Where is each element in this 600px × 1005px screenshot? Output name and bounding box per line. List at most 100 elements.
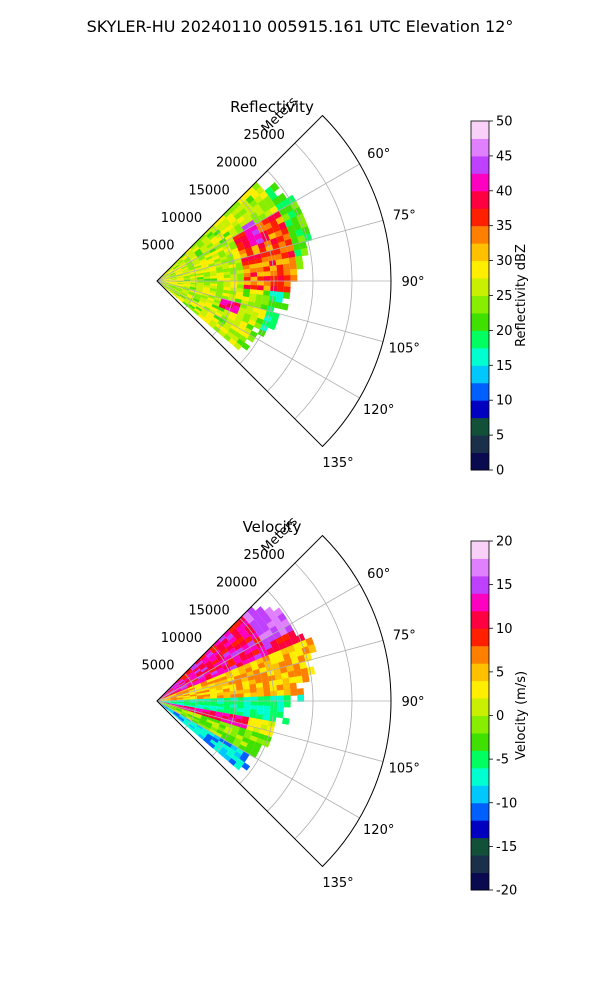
colorbar-tick-label: 5 xyxy=(496,429,504,444)
r-tick-label: 10000 xyxy=(161,631,202,646)
colorbar-segment xyxy=(471,750,489,768)
radar-panel-velocity: Velocity50001000015000200002500060°75°90… xyxy=(141,514,529,898)
colorbar-segment xyxy=(471,646,489,664)
theta-tick-label: 75° xyxy=(393,629,416,644)
colorbar-segment xyxy=(471,873,489,891)
radar-cell xyxy=(250,272,257,277)
radar-cell xyxy=(281,303,289,311)
colorbar-segment xyxy=(471,418,489,436)
radar-cell xyxy=(276,711,283,718)
theta-tick-label: 105° xyxy=(389,341,420,356)
colorbar-tick-label: 15 xyxy=(496,578,513,593)
colorbar-segment xyxy=(471,383,489,401)
colorbar-segment xyxy=(471,716,489,734)
theta-tick-label: 120° xyxy=(363,403,394,418)
r-tick-label: 5000 xyxy=(141,238,174,253)
radar-cell xyxy=(244,693,251,698)
radar-cell xyxy=(257,692,264,697)
colorbar-segment xyxy=(471,803,489,821)
radar-cell xyxy=(297,688,304,695)
colorbar-tick-label: 10 xyxy=(496,394,513,409)
radar-field xyxy=(157,182,312,351)
radar-cell xyxy=(250,692,257,697)
radar-panels: Reflectivity50001000015000200002500060°7… xyxy=(141,94,529,898)
r-tick-label: 10000 xyxy=(161,211,202,226)
colorbar-label: Velocity (m/s) xyxy=(514,671,529,760)
radar-cell xyxy=(284,701,291,708)
colorbar-tick-label: 30 xyxy=(496,254,513,269)
radar-cell xyxy=(284,689,291,696)
theta-tick-label: 135° xyxy=(322,456,353,471)
colorbar-segment xyxy=(471,733,489,751)
colorbar-label: Reflectivity dBZ xyxy=(514,244,529,347)
radar-cell xyxy=(284,281,291,288)
colorbar-segment xyxy=(471,243,489,261)
colorbar-segment xyxy=(471,296,489,314)
colorbar-segment xyxy=(471,173,489,191)
theta-tick-label: 135° xyxy=(322,876,353,891)
figure-title: SKYLER-HU 20240110 005915.161 UTC Elevat… xyxy=(87,17,514,36)
colorbar-segment xyxy=(471,628,489,646)
colorbar-segment xyxy=(471,138,489,156)
radar-cell xyxy=(277,690,284,696)
radar-cell xyxy=(264,271,271,277)
theta-tick-label: 60° xyxy=(367,567,390,582)
colorbar-tick-label: -5 xyxy=(496,753,509,768)
r-tick-label: 20000 xyxy=(216,156,257,171)
radar-cell xyxy=(244,273,251,278)
colorbar-tick-label: 20 xyxy=(496,535,513,550)
colorbar-tick-label: 15 xyxy=(496,359,513,374)
radar-cell xyxy=(282,718,290,725)
radar-cell xyxy=(283,292,290,299)
colorbar-tick-label: 35 xyxy=(496,219,513,234)
radar-cell xyxy=(295,675,303,683)
radar-cell xyxy=(290,269,297,276)
colorbar-segment xyxy=(471,768,489,786)
r-tick-label: 15000 xyxy=(188,603,229,618)
colorbar-segment xyxy=(471,541,489,559)
theta-tick-label: 60° xyxy=(367,147,390,162)
colorbar-segment xyxy=(471,576,489,594)
colorbar-segment xyxy=(471,226,489,244)
radar-cell xyxy=(237,273,244,277)
colorbar-tick-label: 40 xyxy=(496,184,513,199)
theta-tick-label: 90° xyxy=(401,695,424,710)
colorbar-tick-label: 25 xyxy=(496,289,513,304)
colorbar-segment xyxy=(471,558,489,576)
colorbar-segment xyxy=(471,261,489,279)
colorbar-segment xyxy=(471,313,489,331)
colorbar-segment xyxy=(471,593,489,611)
radar-cell xyxy=(277,270,284,276)
colorbar-tick-label: 5 xyxy=(496,665,504,680)
colorbar-segment xyxy=(471,278,489,296)
colorbar-segment xyxy=(471,348,489,366)
theta-tick-label: 75° xyxy=(393,209,416,224)
theta-tick-label: 90° xyxy=(401,275,424,290)
colorbar-segment xyxy=(471,453,489,471)
colorbar-tick-label: -20 xyxy=(496,884,517,899)
radar-cell xyxy=(274,302,282,309)
radar-cell xyxy=(302,674,310,682)
colorbar-segment xyxy=(471,838,489,856)
colorbar-tick-label: -10 xyxy=(496,796,517,811)
theta-tick-label: 105° xyxy=(389,761,420,776)
radar-cell xyxy=(237,693,244,697)
colorbar-segment xyxy=(471,330,489,348)
radar-cell xyxy=(277,701,284,707)
colorbar-tick-label: 45 xyxy=(496,149,513,164)
colorbar-segment xyxy=(471,698,489,716)
radar-panel-reflectivity: Reflectivity50001000015000200002500060°7… xyxy=(141,94,529,478)
colorbar-tick-label: -15 xyxy=(496,840,517,855)
colorbar-segment xyxy=(471,663,489,681)
colorbar-tick-label: 0 xyxy=(496,709,504,724)
colorbar-segment xyxy=(471,855,489,873)
colorbar-segment xyxy=(471,121,489,139)
radar-cell xyxy=(264,691,271,697)
colorbar-segment xyxy=(471,208,489,226)
r-tick-label: 15000 xyxy=(188,183,229,198)
radar-cell xyxy=(301,248,309,256)
colorbar-segment xyxy=(471,785,489,803)
